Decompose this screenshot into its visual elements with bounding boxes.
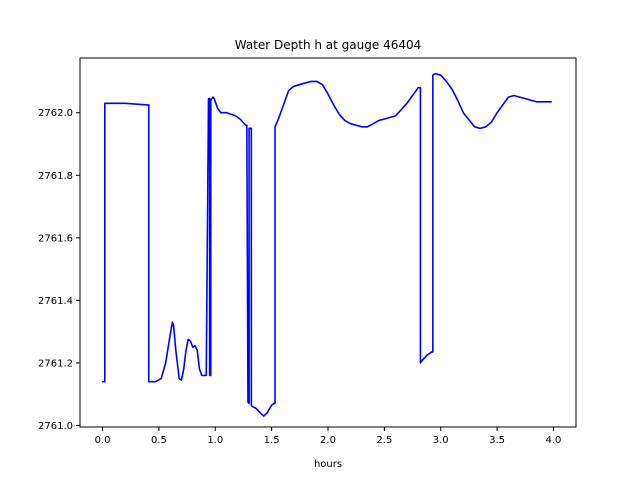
x-tick-label: 3.5 <box>489 435 505 446</box>
x-tick-label: 3.0 <box>433 435 449 446</box>
y-tick-label: 2761.4 <box>38 296 73 307</box>
series-layer <box>101 72 553 417</box>
y-tick-label: 2761.0 <box>38 421 73 432</box>
x-tick-label: 4.0 <box>546 435 562 446</box>
x-tick-label: 0.5 <box>151 435 167 446</box>
y-tick-label: 2761.2 <box>38 358 73 369</box>
y-axis-ticks: 2761.0 2761.2 2761.4 2761.6 2761.8 2762.0 <box>38 108 80 432</box>
x-tick-label: 1.0 <box>207 435 223 446</box>
x-tick-label: 2.0 <box>320 435 336 446</box>
x-tick-label: 1.5 <box>264 435 280 446</box>
water-depth-line <box>101 72 553 417</box>
y-tick-label: 2761.8 <box>38 171 73 182</box>
chart-title: Water Depth h at gauge 46404 <box>235 38 422 52</box>
x-axis-label: hours <box>314 459 342 470</box>
y-tick-label: 2761.6 <box>38 233 73 244</box>
x-tick-label: 0.0 <box>95 435 111 446</box>
y-tick-label: 2762.0 <box>38 108 73 119</box>
x-axis-ticks: 0.0 0.5 1.0 1.5 2.0 2.5 3.0 3.5 4.0 <box>95 427 562 446</box>
x-tick-label: 2.5 <box>376 435 392 446</box>
